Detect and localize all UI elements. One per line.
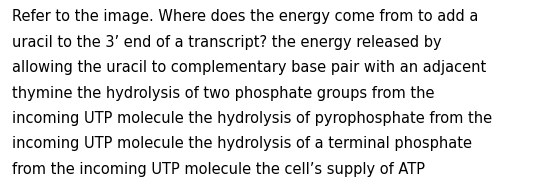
Text: from the incoming UTP molecule the cell’s supply of ATP: from the incoming UTP molecule the cell’…: [12, 162, 425, 177]
Text: incoming UTP molecule the hydrolysis of pyrophosphate from the: incoming UTP molecule the hydrolysis of …: [12, 111, 492, 126]
Text: thymine the hydrolysis of two phosphate groups from the: thymine the hydrolysis of two phosphate …: [12, 86, 435, 101]
Text: allowing the uracil to complementary base pair with an adjacent: allowing the uracil to complementary bas…: [12, 60, 487, 75]
Text: uracil to the 3’ end of a transcript? the energy released by: uracil to the 3’ end of a transcript? th…: [12, 35, 442, 50]
Text: Refer to the image. Where does the energy come from to add a: Refer to the image. Where does the energ…: [12, 9, 479, 24]
Text: incoming UTP molecule the hydrolysis of a terminal phosphate: incoming UTP molecule the hydrolysis of …: [12, 136, 472, 151]
